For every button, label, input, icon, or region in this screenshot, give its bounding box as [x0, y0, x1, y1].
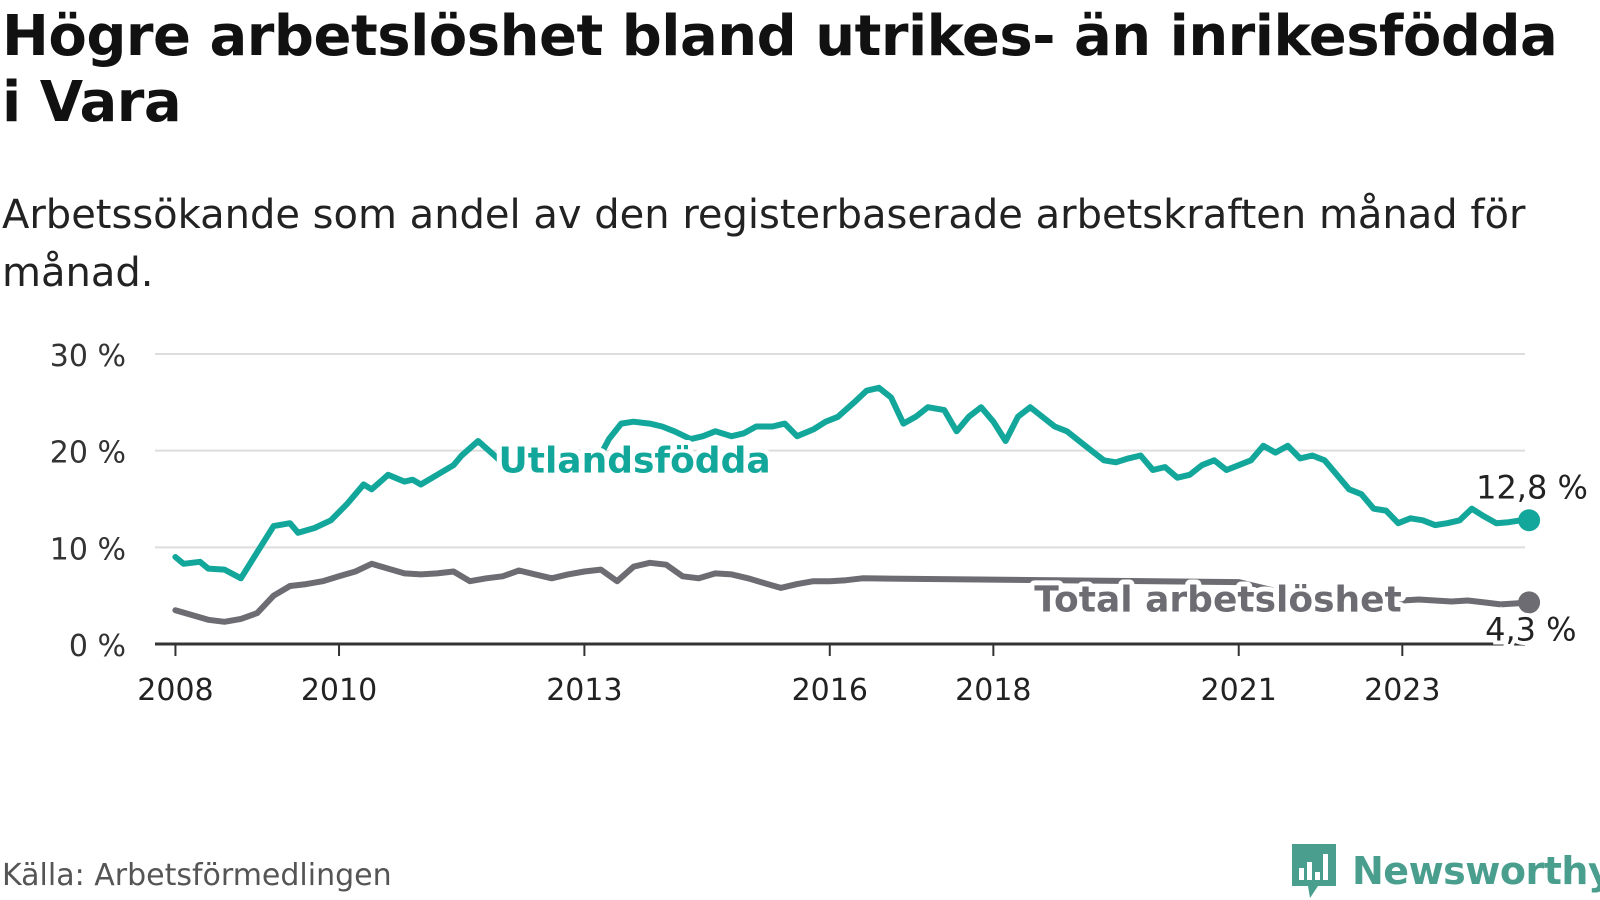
- x-tick-label-2013: 2013: [546, 673, 622, 708]
- y-axis-labels: 0 % 10 % 20 % 30 %: [50, 339, 126, 664]
- chart-annotations: Utlandsfödda Total arbetslöshet 12,8 % 4,3 …: [494, 435, 1592, 652]
- series-end-marker-utlandsfodda: [1518, 509, 1541, 532]
- chart-title: Högre arbetslöshet bland utrikes- än inr…: [2, 4, 1558, 135]
- source-note: Källa: Arbetsförmedlingen: [2, 858, 392, 893]
- series-label-total: Total arbetslöshet: [1034, 580, 1402, 621]
- x-tick-label-2018: 2018: [955, 673, 1031, 708]
- end-label-total: 4,3 %: [1485, 610, 1576, 648]
- newsworthy-chart-icon: [1292, 844, 1336, 898]
- x-axis: 2008 2010 2013 2016 2018 2021 2023: [137, 642, 1525, 708]
- end-label-utlandsfodda: 12,8 %: [1476, 468, 1588, 506]
- series-line-total: [172, 559, 1533, 625]
- x-tick-label-2023: 2023: [1364, 673, 1440, 708]
- brand-name: Newsworthy: [1352, 849, 1600, 893]
- series-lines: [172, 384, 1541, 625]
- y-tick-label-30: 30 %: [50, 339, 126, 374]
- y-tick-label-20: 20 %: [50, 436, 126, 471]
- series-label-utlandsfodda: Utlandsfödda: [499, 440, 771, 481]
- series-line-utlandsfodda: [172, 384, 1533, 582]
- y-tick-label-0: 0 %: [69, 629, 126, 664]
- newsworthy-logo[interactable]: Newsworthy: [1290, 842, 1600, 900]
- x-tick-label-2008: 2008: [137, 673, 213, 708]
- y-tick-label-10: 10 %: [50, 532, 126, 567]
- chart-subtitle: Arbetssökande som andel av den registerb…: [2, 192, 1526, 296]
- x-tick-label-2021: 2021: [1201, 673, 1277, 708]
- x-tick-label-2010: 2010: [301, 673, 377, 708]
- gridlines: [155, 353, 1525, 549]
- series-end-marker-total: [1518, 591, 1541, 614]
- x-tick-label-2016: 2016: [792, 673, 868, 708]
